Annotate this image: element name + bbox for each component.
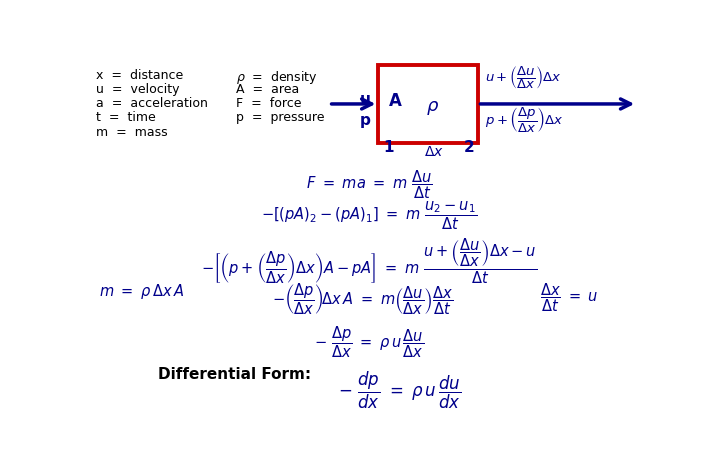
Text: $\rho$: $\rho$	[426, 99, 440, 117]
Text: p  =  pressure: p = pressure	[235, 111, 324, 124]
Text: Differential Form:: Differential Form:	[158, 367, 311, 382]
Text: F  =  force: F = force	[235, 97, 301, 110]
Text: $-\ \dfrac{dp}{dx}\ =\ \rho\,u\,\dfrac{du}{dx}$: $-\ \dfrac{dp}{dx}\ =\ \rho\,u\,\dfrac{d…	[338, 370, 462, 411]
Text: 2: 2	[464, 140, 474, 155]
Text: 1: 1	[383, 140, 393, 155]
Text: $-\left[(pA)_2 - (pA)_1\right]\ =\ m\ \dfrac{u_2 - u_1}{\Delta t}$: $-\left[(pA)_2 - (pA)_1\right]\ =\ m\ \d…	[261, 200, 477, 232]
Text: A  =  area: A = area	[235, 83, 299, 96]
Text: $F\ =\ ma\ =\ m\ \dfrac{\Delta u}{\Delta t}$: $F\ =\ ma\ =\ m\ \dfrac{\Delta u}{\Delta…	[305, 169, 433, 201]
Text: $m\ =\ \rho\,\Delta x\,A$: $m\ =\ \rho\,\Delta x\,A$	[99, 282, 185, 301]
Text: A: A	[389, 91, 402, 109]
Text: $p + \left(\dfrac{\Delta p}{\Delta x}\right)\Delta x$: $p + \left(\dfrac{\Delta p}{\Delta x}\ri…	[485, 105, 564, 135]
Text: $-\left(\dfrac{\Delta p}{\Delta x}\right)\!\Delta x\,A\ =\ m\left(\dfrac{\Delta : $-\left(\dfrac{\Delta p}{\Delta x}\right…	[272, 282, 454, 317]
Text: $u + \left(\dfrac{\Delta u}{\Delta x}\right)\Delta x$: $u + \left(\dfrac{\Delta u}{\Delta x}\ri…	[485, 63, 562, 91]
Bar	[378, 65, 477, 143]
Text: x  =  distance: x = distance	[96, 69, 184, 82]
Text: $\rho$  =  density: $\rho$ = density	[235, 69, 318, 86]
Text: a  =  acceleration: a = acceleration	[96, 97, 208, 110]
Text: $-\left[\left(p + \left(\dfrac{\Delta p}{\Delta x}\right)\Delta x\right)A - pA\r: $-\left[\left(p + \left(\dfrac{\Delta p}…	[201, 237, 537, 286]
Text: $\dfrac{\Delta x}{\Delta t}\ =\ u$: $\dfrac{\Delta x}{\Delta t}\ =\ u$	[539, 282, 598, 314]
Text: p: p	[360, 113, 371, 128]
Text: $\Delta x$: $\Delta x$	[424, 145, 444, 159]
Text: u  =  velocity: u = velocity	[96, 83, 180, 96]
Text: t  =  time: t = time	[96, 111, 156, 124]
Text: m  =  mass: m = mass	[96, 126, 168, 139]
Text: $-\ \dfrac{\Delta p}{\Delta x}\ =\ \rho\,u\,\dfrac{\Delta u}{\Delta x}$: $-\ \dfrac{\Delta p}{\Delta x}\ =\ \rho\…	[314, 325, 424, 360]
Text: u: u	[360, 92, 371, 107]
